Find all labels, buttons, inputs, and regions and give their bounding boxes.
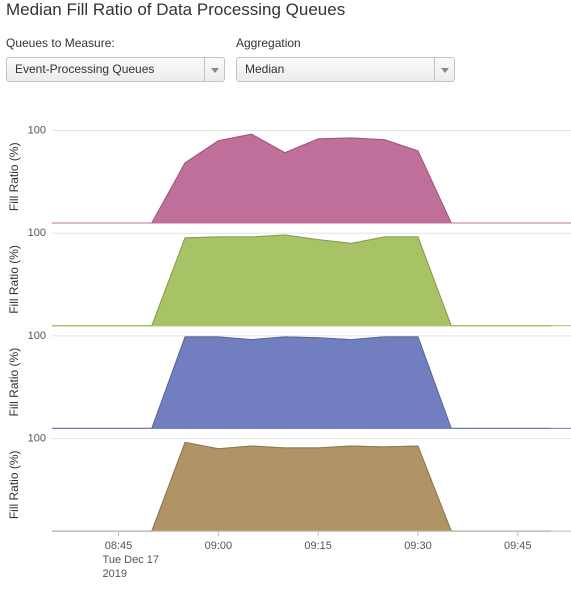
y-axis-label: Fill Ratio (%)	[7, 451, 21, 520]
control-label: Aggregation	[236, 36, 301, 50]
y-axis-label: Fill Ratio (%)	[7, 245, 21, 314]
x-tick-sublabel: 2019	[103, 568, 127, 580]
dropdown-button[interactable]	[204, 58, 224, 81]
x-tick-label: 09:45	[504, 540, 532, 552]
dropdown-button[interactable]	[434, 58, 454, 81]
area	[52, 441, 552, 532]
y-tick-label: 100	[28, 330, 46, 342]
area	[52, 234, 552, 327]
dropdown[interactable]: Event-Processing Queues	[6, 57, 225, 82]
y-axis-label: Fill Ratio (%)	[7, 348, 21, 417]
x-tick-label: 09:15	[304, 540, 332, 552]
area	[52, 133, 552, 224]
area	[52, 336, 552, 429]
dropdown-value: Event-Processing Queues	[15, 62, 155, 76]
y-axis-label: Fill Ratio (%)	[7, 142, 21, 211]
x-tick-label: 09:00	[205, 540, 233, 552]
x-tick-sublabel: Tue Dec 17	[103, 554, 159, 566]
control-label: Queues to Measure:	[6, 36, 115, 50]
dropdown[interactable]: Median	[236, 57, 455, 82]
page-title: Median Fill Ratio of Data Processing Que…	[6, 0, 346, 19]
dropdown-value: Median	[245, 62, 285, 76]
y-tick-label: 100	[28, 124, 46, 136]
x-tick-label: 08:45	[105, 540, 133, 552]
y-tick-label: 100	[28, 227, 46, 239]
x-tick-label: 09:30	[404, 540, 432, 552]
y-tick-label: 100	[28, 433, 46, 445]
